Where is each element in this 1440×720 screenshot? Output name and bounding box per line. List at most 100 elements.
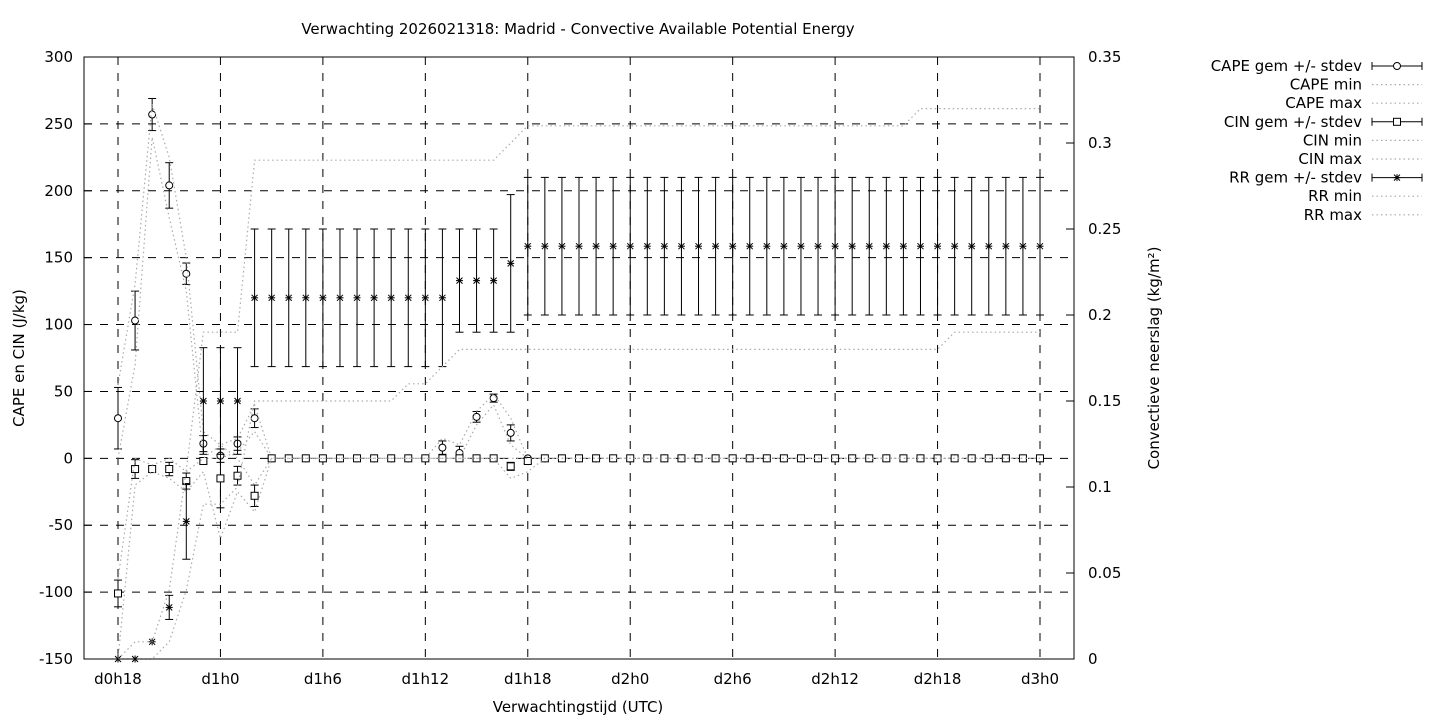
square-point	[592, 454, 601, 463]
data-point	[318, 228, 327, 368]
data-point	[114, 579, 122, 608]
y-tick-label: 0	[63, 449, 73, 467]
legend-label: CAPE min	[1290, 76, 1362, 94]
star-point	[780, 242, 788, 250]
star-point	[353, 294, 361, 302]
data-point	[694, 176, 703, 316]
y-tick-label: 250	[44, 115, 73, 133]
star-point	[370, 294, 378, 302]
data-point	[899, 176, 908, 316]
data-point	[472, 411, 481, 423]
legend-label: CAPE max	[1285, 94, 1362, 112]
data-point	[370, 228, 379, 368]
data-point	[643, 176, 652, 316]
square-point	[831, 454, 840, 463]
star-point	[234, 397, 242, 405]
star-stroke	[404, 294, 412, 302]
plot-border	[83, 56, 1075, 660]
star-point	[438, 294, 446, 302]
star-stroke	[302, 294, 310, 302]
series-cin-max	[117, 444, 1040, 579]
data-point	[865, 176, 874, 316]
square-point	[899, 454, 908, 463]
y2-tick-label: 0.05	[1088, 564, 1121, 582]
legend-label: RR gem +/- stdev	[1229, 169, 1362, 187]
star-point	[609, 242, 617, 250]
square-point	[250, 491, 259, 500]
data-point	[745, 176, 754, 316]
square-point	[814, 454, 823, 463]
star-stroke	[473, 277, 480, 284]
data-point	[762, 454, 771, 463]
square-point	[762, 454, 771, 463]
data-point	[148, 97, 157, 132]
y2-tick-label: 0.3	[1088, 134, 1112, 152]
data-point	[165, 461, 174, 477]
star-stroke	[336, 294, 344, 302]
star-stroke	[1393, 174, 1401, 181]
data-point	[182, 483, 191, 560]
x-tick-label: d1h6	[304, 670, 342, 688]
x-tick-label: d2h0	[611, 670, 649, 688]
x-tick-label: d1h12	[401, 670, 449, 688]
star-point	[677, 242, 685, 250]
circle-point	[165, 181, 174, 190]
star-stroke	[1036, 242, 1044, 250]
square-point	[523, 457, 532, 466]
legend-label: CIN max	[1298, 150, 1362, 168]
star-point	[251, 294, 259, 302]
star-point	[575, 242, 583, 250]
circle-point	[489, 394, 498, 403]
data-point	[523, 176, 532, 316]
x-tick-label: d3h0	[1021, 670, 1059, 688]
chart-title: Verwachting 2026021318: Madrid - Convect…	[301, 20, 854, 38]
circle-point	[1393, 62, 1401, 70]
star-stroke	[439, 294, 446, 302]
y-tick-label: -100	[39, 583, 73, 601]
circle-point	[131, 316, 140, 325]
data-point	[779, 454, 788, 463]
x-axis-label: Verwachtingstijd (UTC)	[493, 698, 664, 716]
star-stroke	[746, 242, 754, 250]
star-stroke	[609, 242, 617, 250]
square-point	[233, 471, 242, 480]
data-point	[472, 228, 481, 333]
data-point	[250, 228, 259, 368]
star-stroke	[1002, 242, 1010, 250]
star-point	[763, 242, 771, 250]
star-stroke	[353, 294, 361, 302]
star-stroke	[865, 242, 873, 250]
data-point	[762, 176, 771, 316]
square-point	[916, 454, 925, 463]
y2-tick-label: 0.1	[1088, 478, 1112, 496]
data-point	[796, 176, 805, 316]
star-point	[934, 242, 942, 250]
series-rr-gem-stdev	[114, 176, 1044, 663]
star-point	[199, 397, 207, 405]
x-tick-label: d2h18	[914, 670, 962, 688]
star-point	[1019, 242, 1027, 250]
data-point	[779, 176, 788, 316]
star-point	[1002, 242, 1010, 250]
data-point	[438, 440, 447, 455]
y-tick-label: 50	[54, 382, 73, 400]
star-stroke	[456, 277, 463, 284]
circle-point	[148, 110, 157, 119]
data-point	[284, 454, 293, 463]
data-point	[814, 176, 823, 316]
star-stroke	[917, 242, 924, 250]
data-point	[267, 228, 276, 368]
star-stroke	[558, 242, 566, 250]
circle-point	[114, 414, 122, 423]
star-point	[848, 242, 856, 250]
circle-point	[506, 428, 515, 437]
data-point	[950, 176, 959, 316]
legend-label: CIN gem +/- stdev	[1224, 113, 1362, 131]
square-point	[694, 454, 703, 463]
star-point	[421, 294, 429, 302]
square-point	[199, 457, 208, 466]
data-point	[421, 228, 430, 368]
circle-point	[250, 414, 259, 423]
